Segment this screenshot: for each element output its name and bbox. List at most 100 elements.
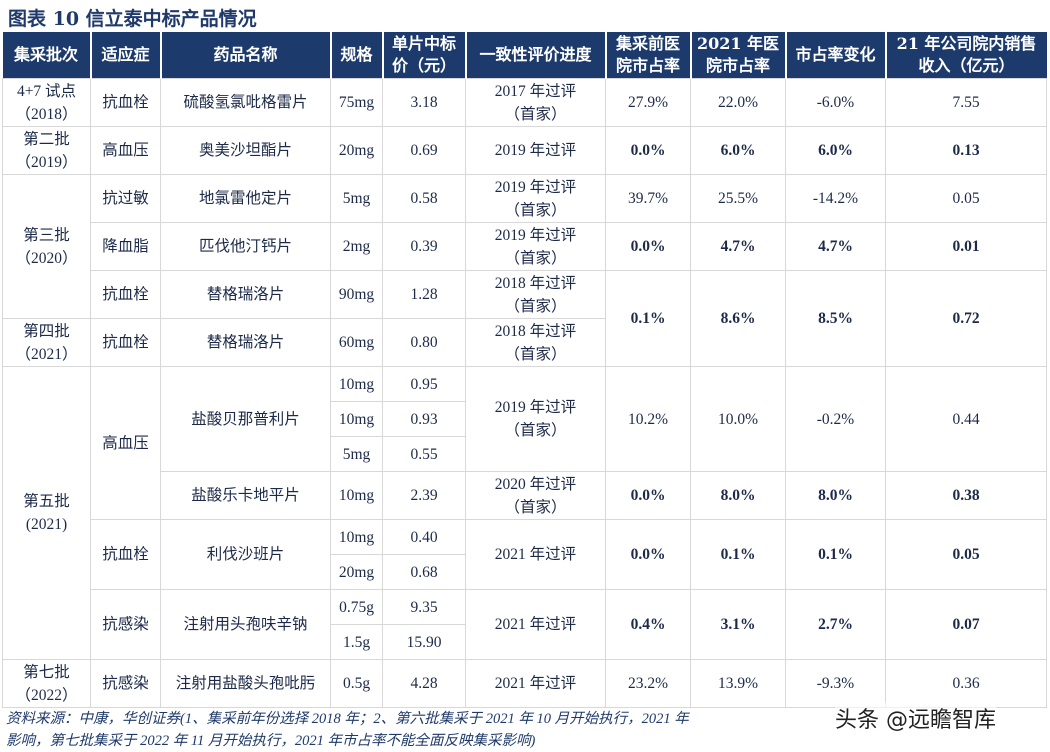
table-cell: 2019 年过评 （首家） — [465, 174, 606, 223]
table-row: 4+7 试点 （2018） 抗血栓 硫酸氢氯吡格雷片 75mg 3.18 2017 年过评… — [2, 78, 1047, 127]
table-cell: -14.2% — [785, 174, 886, 223]
table-cell: 抗感染 — [90, 589, 161, 660]
table-row: 第二批 （2019） 高血压 奥美沙坦酯片 20mg 0.69 2019 年过评 0.0% 6… — [2, 126, 1047, 175]
table-cell: 0.1% — [785, 519, 886, 590]
table-row: 盐酸乐卡地平片 10mg 2.39 2020 年过评 （首家） 0.0% 8.0% 8.0%… — [3, 471, 1047, 520]
table-cell: 0.69 — [382, 126, 466, 175]
column-header: 集采批次 — [2, 32, 91, 79]
table-cell: 抗血栓 — [90, 519, 161, 590]
table-cell: 注射用盐酸头孢吡肟 — [160, 659, 331, 708]
table-cell: 2019 年过评 — [465, 126, 606, 175]
table-row: 抗血栓 替格瑞洛片 90mg 1.28 2018 年过评 （首家） 0.1% 8.6% 8.5… — [3, 270, 1047, 367]
table-cell: 10mg — [330, 519, 383, 555]
column-header: 适应症 — [89, 32, 161, 79]
figure-title: 图表 10 信立泰中标产品情况 — [8, 8, 257, 30]
column-header: 市占率变化 — [784, 32, 886, 79]
table-cell: 3.1% — [690, 589, 786, 660]
footnote-line-2: 影响，第七批集采于 2022 年 11 月开始执行，2021 年市占率不能全面反… — [6, 733, 536, 749]
table-cell: 2.39 — [382, 471, 466, 520]
table-cell: 第二批 （2019） — [2, 126, 91, 175]
table-cell: 1.5g — [330, 624, 383, 660]
table-cell: 13.9% — [690, 659, 786, 708]
table-cell: 盐酸贝那普利片 — [160, 366, 331, 472]
table-cell: 硫酸氢氯吡格雷片 — [160, 78, 331, 127]
table-cell: 5mg — [330, 436, 383, 472]
table-cell: 9.35 — [382, 589, 466, 625]
table-cell: 27.9% — [605, 78, 691, 127]
table-cell: 0.0% — [605, 519, 691, 590]
table-cell: 2021 年过评 — [465, 519, 606, 590]
table-cell: 0.05 — [885, 519, 1047, 590]
table-cell: 抗感染 — [90, 659, 161, 708]
table-cell: 8.6% — [690, 270, 786, 367]
table-cell: 0.0% — [605, 471, 691, 520]
table-cell: 7.55 — [885, 78, 1047, 127]
table-cell: 替格瑞洛片 — [160, 270, 331, 319]
table-row: 抗血栓 利伐沙班片 10mg 0.40 2021 年过评 0.0% 0.1% 0.1% 0.05 — [3, 519, 1047, 590]
table-cell: 匹伐他汀钙片 — [160, 222, 331, 271]
table-cell: -9.3% — [785, 659, 886, 708]
winning-bid-products-table: 集采批次 适应症 药品名称 规格 单片中标 价（元） 一致性评价进度 集采前医 院市占率 20… — [2, 32, 1047, 708]
table-cell: 0.1% — [690, 519, 786, 590]
table-cell: 抗血栓 — [90, 78, 161, 127]
table-cell: 0.0% — [605, 222, 691, 271]
table-cell: 39.7% — [605, 174, 691, 223]
table-cell: 3.18 — [382, 78, 466, 127]
table-cell: 0.05 — [885, 174, 1047, 223]
column-header: 药品名称 — [159, 32, 331, 79]
table-cell: 0.95 — [382, 366, 466, 402]
column-header: 规格 — [329, 32, 383, 79]
table-cell: 盐酸乐卡地平片 — [160, 471, 331, 520]
table-header-row: 集采批次 适应症 药品名称 规格 单片中标 价（元） 一致性评价进度 集采前医 院市占率 20… — [2, 32, 1047, 79]
table-cell: 第四批 （2021） — [2, 318, 91, 367]
table-cell: 1.28 — [382, 270, 466, 319]
table-cell: 0.75g — [330, 589, 383, 625]
table-row: 抗感染 注射用头孢呋辛钠 0.75g 9.35 2021 年过评 0.4% 3.1% 2.7%… — [3, 589, 1047, 660]
watermark: 头条 @远瞻智库 — [835, 702, 996, 734]
table-cell: 0.36 — [885, 659, 1047, 708]
table-cell: 0.13 — [885, 126, 1047, 175]
table-row: 第五批 (2021) 高血压 盐酸贝那普利片 10mg 0.95 2019 年过评 （首家… — [2, 366, 1047, 660]
table-cell: 0.80 — [382, 318, 466, 367]
table-cell: 2.7% — [785, 589, 886, 660]
table-cell: 4.28 — [382, 659, 466, 708]
column-header: 集采前医 院市占率 — [604, 32, 691, 79]
table-cell: 5mg — [330, 174, 383, 223]
table-cell: 0.1% — [605, 270, 691, 367]
table-cell: -6.0% — [785, 78, 886, 127]
table-row: 降血脂 匹伐他汀钙片 2mg 0.39 2019 年过评 （首家） 0.0% 4.7% 4.7… — [3, 222, 1047, 271]
table-cell: 注射用头孢呋辛钠 — [160, 589, 331, 660]
table-cell: 2020 年过评 （首家） — [465, 471, 606, 520]
table-cell: 0.4% — [605, 589, 691, 660]
table-cell: 20mg — [330, 126, 383, 175]
table-cell: 2mg — [330, 222, 383, 271]
table-row: 第三批 （2020） 抗过敏 地氯雷他定片 5mg 0.58 2019 年过评 （首家） 3… — [2, 174, 1047, 319]
table-cell: 0.38 — [885, 471, 1047, 520]
table-row: 10mg 0.93 — [3, 401, 1047, 437]
table-row: 5mg 0.55 — [3, 436, 1047, 472]
table-cell: 抗过敏 — [90, 174, 161, 223]
table-cell: 降血脂 — [90, 222, 161, 271]
table-cell: 利伐沙班片 — [160, 519, 331, 590]
table-cell: 4.7% — [690, 222, 786, 271]
table-cell: 0.44 — [885, 366, 1047, 472]
table-cell: 0.72 — [885, 270, 1047, 367]
table-cell: 4+7 试点 （2018） — [2, 78, 91, 127]
table-row: 第七批 （2022） 抗感染 注射用盐酸头孢吡肟 0.5g 4.28 2021 年过评 23… — [2, 659, 1047, 708]
table-cell: 6.0% — [785, 126, 886, 175]
table-cell: 10.2% — [605, 366, 691, 472]
table-cell: 10mg — [330, 366, 383, 402]
table-cell: 0.39 — [382, 222, 466, 271]
table-cell: 第七批 （2022） — [2, 659, 91, 708]
table-cell: 奥美沙坦酯片 — [160, 126, 331, 175]
column-header: 一致性评价进度 — [464, 32, 606, 79]
table-cell: 高血压 — [90, 126, 161, 175]
table-cell: 8.0% — [690, 471, 786, 520]
table-row: 第四批 （2021） 抗血栓 替格瑞洛片 60mg 0.80 2018 年过评 （首家） — [2, 318, 1047, 367]
table-cell: 90mg — [330, 270, 383, 319]
table-cell: 6.0% — [690, 126, 786, 175]
table-cell: 0.93 — [382, 401, 466, 437]
table-cell: 0.55 — [382, 436, 466, 472]
table-cell: 2021 年过评 — [465, 659, 606, 708]
footnote-line-1: 资料来源：中康，华创证券(1、集采前年份选择 2018 年；2、第六批集采于 2… — [6, 711, 689, 727]
